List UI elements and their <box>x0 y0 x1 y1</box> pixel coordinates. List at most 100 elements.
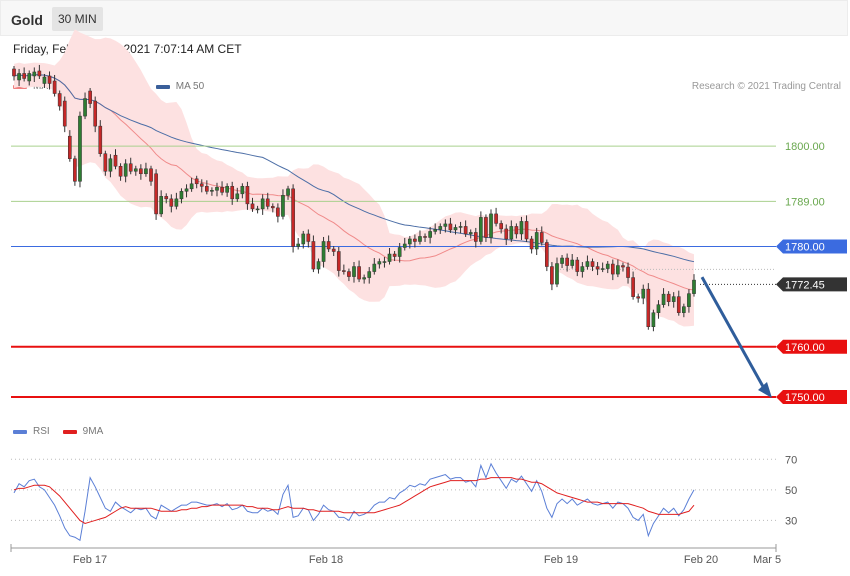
chart-header-bar: Gold 30 MIN <box>0 0 848 36</box>
candle-body <box>438 226 443 230</box>
candle-body <box>128 163 133 172</box>
candle-body <box>164 196 169 200</box>
candle-body <box>113 154 118 167</box>
candle-body <box>169 198 174 207</box>
candle-body <box>88 90 92 104</box>
candle-body <box>342 270 346 272</box>
level-label: 1800.00 <box>785 141 825 153</box>
candle-body <box>301 233 306 245</box>
candle-body <box>489 213 493 238</box>
candle-body <box>235 193 240 200</box>
candle-body <box>245 186 250 205</box>
ma50-swatch <box>155 84 170 89</box>
candle-body <box>362 277 366 280</box>
candle-body <box>311 241 316 270</box>
candle-body <box>387 253 392 262</box>
candle-body <box>230 186 235 200</box>
candle-body <box>402 243 407 248</box>
candle-body <box>250 203 255 210</box>
candle-body <box>118 165 123 177</box>
candle-body <box>255 208 260 211</box>
candle-body <box>555 263 559 285</box>
candle-body <box>600 268 605 270</box>
candle-body <box>57 93 62 107</box>
candle-body <box>149 168 153 182</box>
level-tag <box>776 339 847 354</box>
x-tick-label: Feb 19 <box>544 554 578 566</box>
candle-body <box>47 75 52 84</box>
candle-body <box>560 257 564 264</box>
rsi-swatch <box>13 429 27 434</box>
candle-body <box>73 158 77 182</box>
candle-body <box>463 226 468 235</box>
candle-body <box>458 226 463 228</box>
x-tick-label: Mar 5 <box>753 554 781 566</box>
level-tag <box>776 239 847 254</box>
candle-body <box>499 223 503 230</box>
level-tag-label: 1750.00 <box>785 392 825 404</box>
level-tag-label: 1760.00 <box>785 342 825 354</box>
candle-body <box>42 76 47 84</box>
candle-body <box>265 198 270 207</box>
rsi-tick-label: 50 <box>785 485 797 497</box>
candle-body <box>504 228 509 240</box>
candle-body <box>316 261 321 270</box>
candle-body <box>103 153 108 172</box>
candle-body <box>326 241 331 250</box>
candle-body <box>37 70 42 77</box>
candle-body <box>276 207 280 217</box>
candle-body <box>67 135 72 159</box>
candle-body <box>194 178 199 185</box>
candle-body <box>631 277 635 297</box>
ma9-swatch <box>62 429 77 434</box>
candle-body <box>433 229 438 232</box>
x-tick-label: Feb 17 <box>73 554 107 566</box>
candle-body <box>291 188 295 247</box>
research-credit: Research © 2021 Trading Central <box>691 81 841 92</box>
candle-body <box>296 243 301 247</box>
candle-body <box>205 186 209 192</box>
candle-body <box>443 223 448 227</box>
candle-body <box>382 261 387 263</box>
candle-body <box>616 265 620 275</box>
candle-body <box>225 186 229 193</box>
candle-body <box>270 206 275 209</box>
candle-body <box>179 191 184 200</box>
candle-body <box>123 163 128 177</box>
candle-body <box>144 168 148 175</box>
candle-body <box>413 238 417 242</box>
candle-body <box>509 226 514 240</box>
level-tag <box>776 389 847 404</box>
candle-body <box>651 312 656 327</box>
candle-body <box>671 296 676 302</box>
candle-body <box>347 271 351 277</box>
candle-body <box>636 296 641 299</box>
timeframe-button[interactable]: 30 MIN <box>52 7 103 31</box>
candle-body <box>646 288 651 327</box>
candle-body <box>133 168 138 172</box>
level-tag-label: 1772.45 <box>785 279 825 291</box>
candle-body <box>331 248 336 252</box>
candle-body <box>423 236 427 238</box>
candle-body <box>661 293 666 305</box>
x-tick-label: Feb 20 <box>684 554 718 566</box>
rsi-legend: RSI 9MA <box>13 426 103 437</box>
ma20-line <box>13 74 695 291</box>
candle-body <box>281 195 285 217</box>
candle-body <box>539 232 544 243</box>
candle-body <box>199 183 204 187</box>
candle-body <box>590 261 595 267</box>
candle-body <box>580 266 585 272</box>
rsi-tick-label: 70 <box>785 454 797 466</box>
candle-body <box>473 232 478 242</box>
candle-body <box>377 261 382 265</box>
candle-body <box>352 266 356 277</box>
candle-body <box>139 168 143 175</box>
candle-body <box>519 221 524 235</box>
candle-body <box>27 73 32 82</box>
level-tag <box>776 277 847 292</box>
candle-body <box>78 115 82 182</box>
candle-body <box>682 306 686 313</box>
forecast-arrow-head <box>758 381 772 398</box>
